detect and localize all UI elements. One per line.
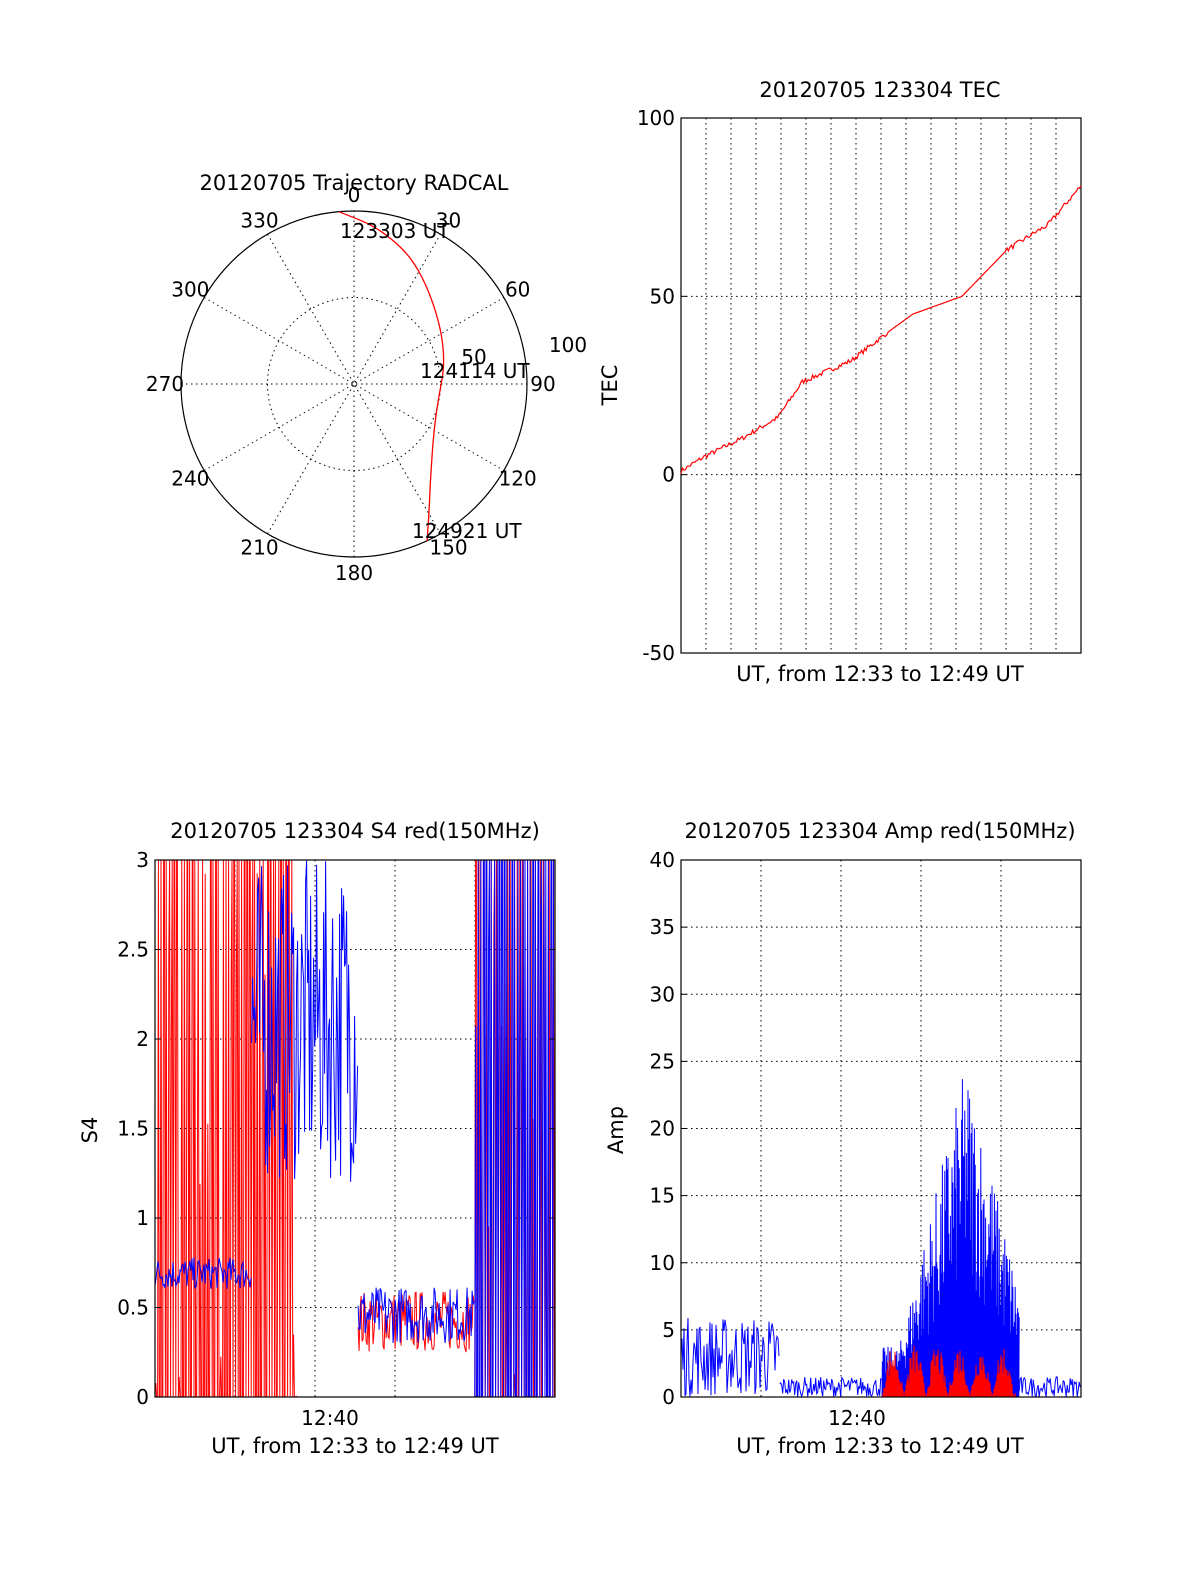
amp-grid (681, 860, 1081, 1397)
tec-grid (681, 118, 1081, 653)
polar-outer-circle (180, 210, 528, 558)
y-tick-label: 40 (650, 848, 675, 872)
polar-angle-label: 120 (499, 467, 537, 491)
polar-title: 20120705 Trajectory RADCAL (200, 171, 509, 195)
series-segment (357, 1291, 475, 1353)
y-tick-label: 0 (662, 463, 675, 487)
tec-x-label: UT, from 12:33 to 12:49 UT (736, 662, 1024, 686)
y-tick-label: 25 (650, 1049, 675, 1073)
trajectory-line (338, 211, 445, 541)
polar-radius-label-50: 50 (461, 345, 486, 369)
polar-grid-circle (267, 297, 441, 471)
polar-radius-label-100: 100 (549, 333, 587, 357)
polar-grid-spoke (267, 233, 441, 535)
tec-y-tick-labels: 100 50 0 -50 (637, 106, 1081, 665)
series-segment (881, 1079, 1020, 1398)
polar-angle-label: 300 (171, 278, 209, 302)
polar-angle-label: 60 (505, 278, 530, 302)
tec-title: 20120705 123304 TEC (759, 78, 1000, 102)
y-tick-label: 50 (650, 284, 675, 308)
trajectory-end-label: 124921 UT (412, 519, 522, 543)
polar-angle-label: 30 (436, 208, 461, 232)
s4-x-label: UT, from 12:33 to 12:49 UT (211, 1434, 499, 1458)
s4-y-tick-labels: 3 2.5 2 1.5 1 0.5 0 (117, 848, 555, 1409)
trajectory-start-label: 123303 UT (340, 219, 450, 243)
tec-series-line (680, 185, 1082, 474)
tec-plot-frame (680, 117, 1082, 654)
y-tick-label: 35 (650, 915, 675, 939)
polar-grid-spoke (203, 297, 505, 471)
y-tick-label: 100 (637, 106, 675, 130)
polar-grid-spoke (203, 297, 505, 471)
polar-grid (181, 211, 527, 557)
amp-x-label: UT, from 12:33 to 12:49 UT (736, 1434, 1024, 1458)
polar-angle-labels: 0 30 60 90 120 150 180 210 240 270 300 330 (146, 183, 556, 585)
s4-x-tick-label: 12:40 (301, 1406, 359, 1430)
amp-chart: 20120705 123304 Amp red(150MHz) 40 35 30 25… (604, 819, 1082, 1458)
amp-x-tick-label: 12:40 (828, 1406, 886, 1430)
polar-grid-spoke (267, 233, 441, 535)
y-tick-label: 30 (650, 982, 675, 1006)
amp-y-label: Amp (604, 1106, 628, 1154)
amp-y-tick-labels: 40 35 30 25 20 15 10 5 0 (650, 848, 1081, 1409)
tec-y-label: TEC (598, 365, 622, 407)
series-segment (1018, 1376, 1081, 1398)
amp-blue-series (680, 1079, 1081, 1399)
trajectory-mid-label: 124114 UT (420, 359, 530, 383)
polar-angle-label: 150 (429, 536, 467, 560)
y-tick-label: 0.5 (117, 1296, 149, 1320)
s4-y-label: S4 (78, 1117, 102, 1144)
y-tick-label: 1.5 (117, 1117, 149, 1141)
y-tick-label: 0 (662, 1385, 675, 1409)
y-tick-label: 5 (662, 1318, 675, 1342)
polar-angle-label: 210 (240, 536, 278, 560)
y-tick-label: 0 (136, 1385, 149, 1409)
y-tick-label: 10 (650, 1251, 675, 1275)
y-tick-label: 20 (650, 1117, 675, 1141)
y-tick-label: 2.5 (117, 938, 149, 962)
polar-angle-label: 0 (348, 183, 361, 207)
y-tick-label: 3 (136, 848, 149, 872)
polar-angle-label: 270 (146, 372, 184, 396)
series-segment (154, 1257, 252, 1289)
polar-chart: 20120705 Trajectory RADCAL 0 30 60 90 120 150… (146, 171, 587, 585)
series-segment (357, 1287, 475, 1344)
polar-angle-label: 330 (240, 208, 278, 232)
amp-title: 20120705 123304 Amp red(150MHz) (684, 819, 1075, 843)
polar-angle-label: 90 (530, 372, 555, 396)
series-segment (251, 860, 359, 1182)
tec-chart: 20120705 123304 TEC 100 50 0 -50 TEC UT, fr… (598, 78, 1082, 686)
y-tick-label: -50 (642, 641, 675, 665)
y-tick-label: 1 (136, 1206, 149, 1230)
s4-title: 20120705 123304 S4 red(150MHz) (170, 819, 540, 843)
series-segment (779, 1376, 883, 1399)
s4-chart: 20120705 123304 S4 red(150MHz) 3 2.5 2 1.5 1… (78, 819, 556, 1458)
polar-angle-label: 240 (171, 467, 209, 491)
y-tick-label: 2 (136, 1027, 149, 1051)
series-segment (680, 1317, 780, 1397)
polar-angle-label: 180 (335, 561, 373, 585)
y-tick-label: 15 (650, 1184, 675, 1208)
